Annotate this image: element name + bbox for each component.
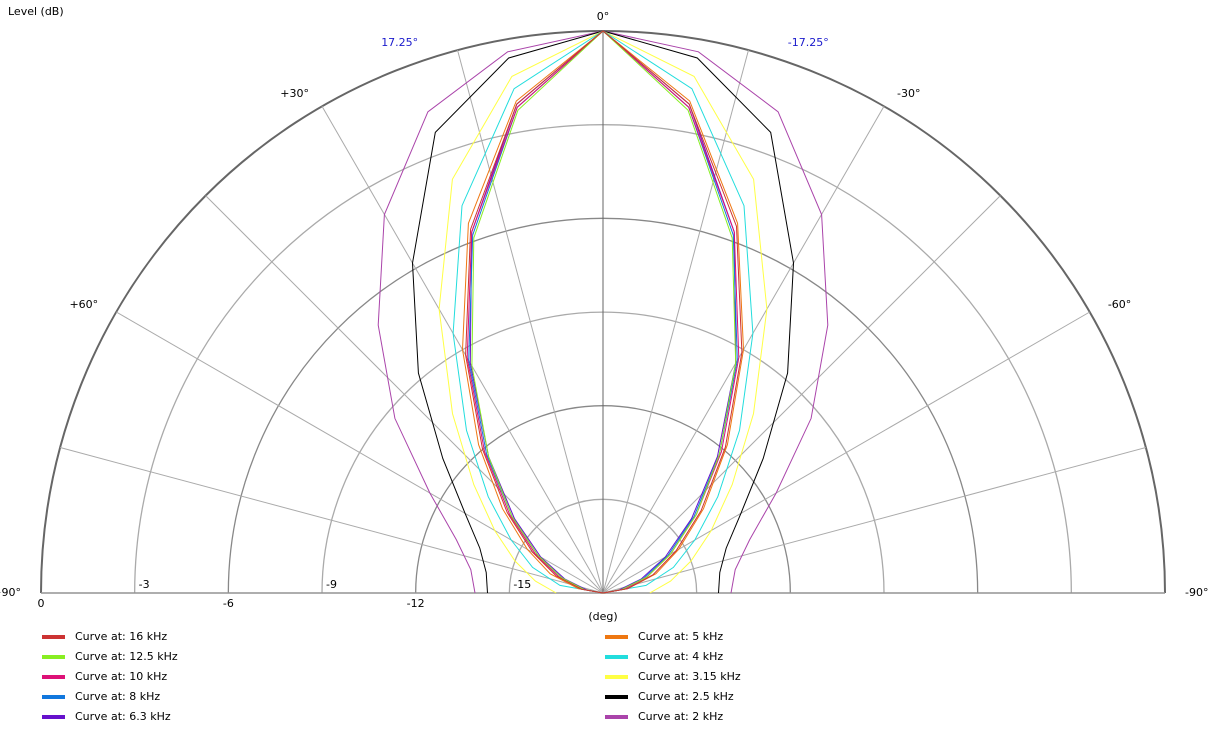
legend-label: Curve at: 3.15 kHz: [638, 670, 741, 683]
legend-label: Curve at: 6.3 kHz: [75, 710, 171, 723]
legend-swatch: [42, 695, 65, 699]
angle-grid-line: [205, 195, 604, 594]
x-axis-label: (deg): [588, 610, 617, 623]
legend-swatch: [605, 655, 628, 659]
legend-label: Curve at: 12.5 kHz: [75, 650, 178, 663]
legend-swatch: [42, 675, 65, 679]
angle-grid-line: [602, 195, 1001, 594]
r-tick-label: -3: [139, 578, 150, 591]
legend-label: Curve at: 16 kHz: [75, 630, 167, 643]
curve: [465, 30, 743, 594]
angle-tick-label: +60°: [69, 298, 98, 311]
r-tick-label: -12: [407, 597, 425, 610]
legend-label: Curve at: 5 kHz: [638, 630, 723, 643]
legend-label: Curve at: 10 kHz: [75, 670, 167, 683]
legend-label: Curve at: 2.5 kHz: [638, 690, 734, 703]
y-axis-label: Level (dB): [8, 5, 64, 18]
r-tick-label: -15: [513, 578, 531, 591]
angle-grid-line: [602, 50, 749, 594]
angle-tick-label: +90°: [0, 586, 21, 599]
legend-label: Curve at: 8 kHz: [75, 690, 160, 703]
angle-grid-line: [116, 311, 604, 594]
angle-tick-label: 0°: [597, 10, 610, 23]
angle-grid-line: [602, 447, 1146, 594]
r-tick-label: -9: [326, 578, 337, 591]
angle-grid-line: [457, 50, 604, 594]
angle-tick-label: -60°: [1108, 298, 1131, 311]
angle-tick-label: +30°: [280, 87, 309, 100]
legend-swatch: [42, 655, 65, 659]
angle-grid-line: [60, 447, 604, 594]
angle-marker-label: 17.25°: [381, 36, 418, 49]
legend-swatch: [605, 635, 628, 639]
legend-label: Curve at: 2 kHz: [638, 710, 723, 723]
legend-swatch: [605, 675, 628, 679]
legend-label: Curve at: 4 kHz: [638, 650, 723, 663]
legend-swatch: [42, 715, 65, 719]
angle-grid-line: [602, 311, 1090, 594]
legend-swatch: [605, 715, 628, 719]
angle-tick-label: -30°: [897, 87, 920, 100]
r-tick-label: -6: [223, 597, 234, 610]
angle-marker-label: -17.25°: [788, 36, 829, 49]
legend-swatch: [605, 695, 628, 699]
legend-swatch: [42, 635, 65, 639]
angle-tick-label: -90°: [1185, 586, 1208, 599]
r-tick-label: 0: [38, 597, 45, 610]
